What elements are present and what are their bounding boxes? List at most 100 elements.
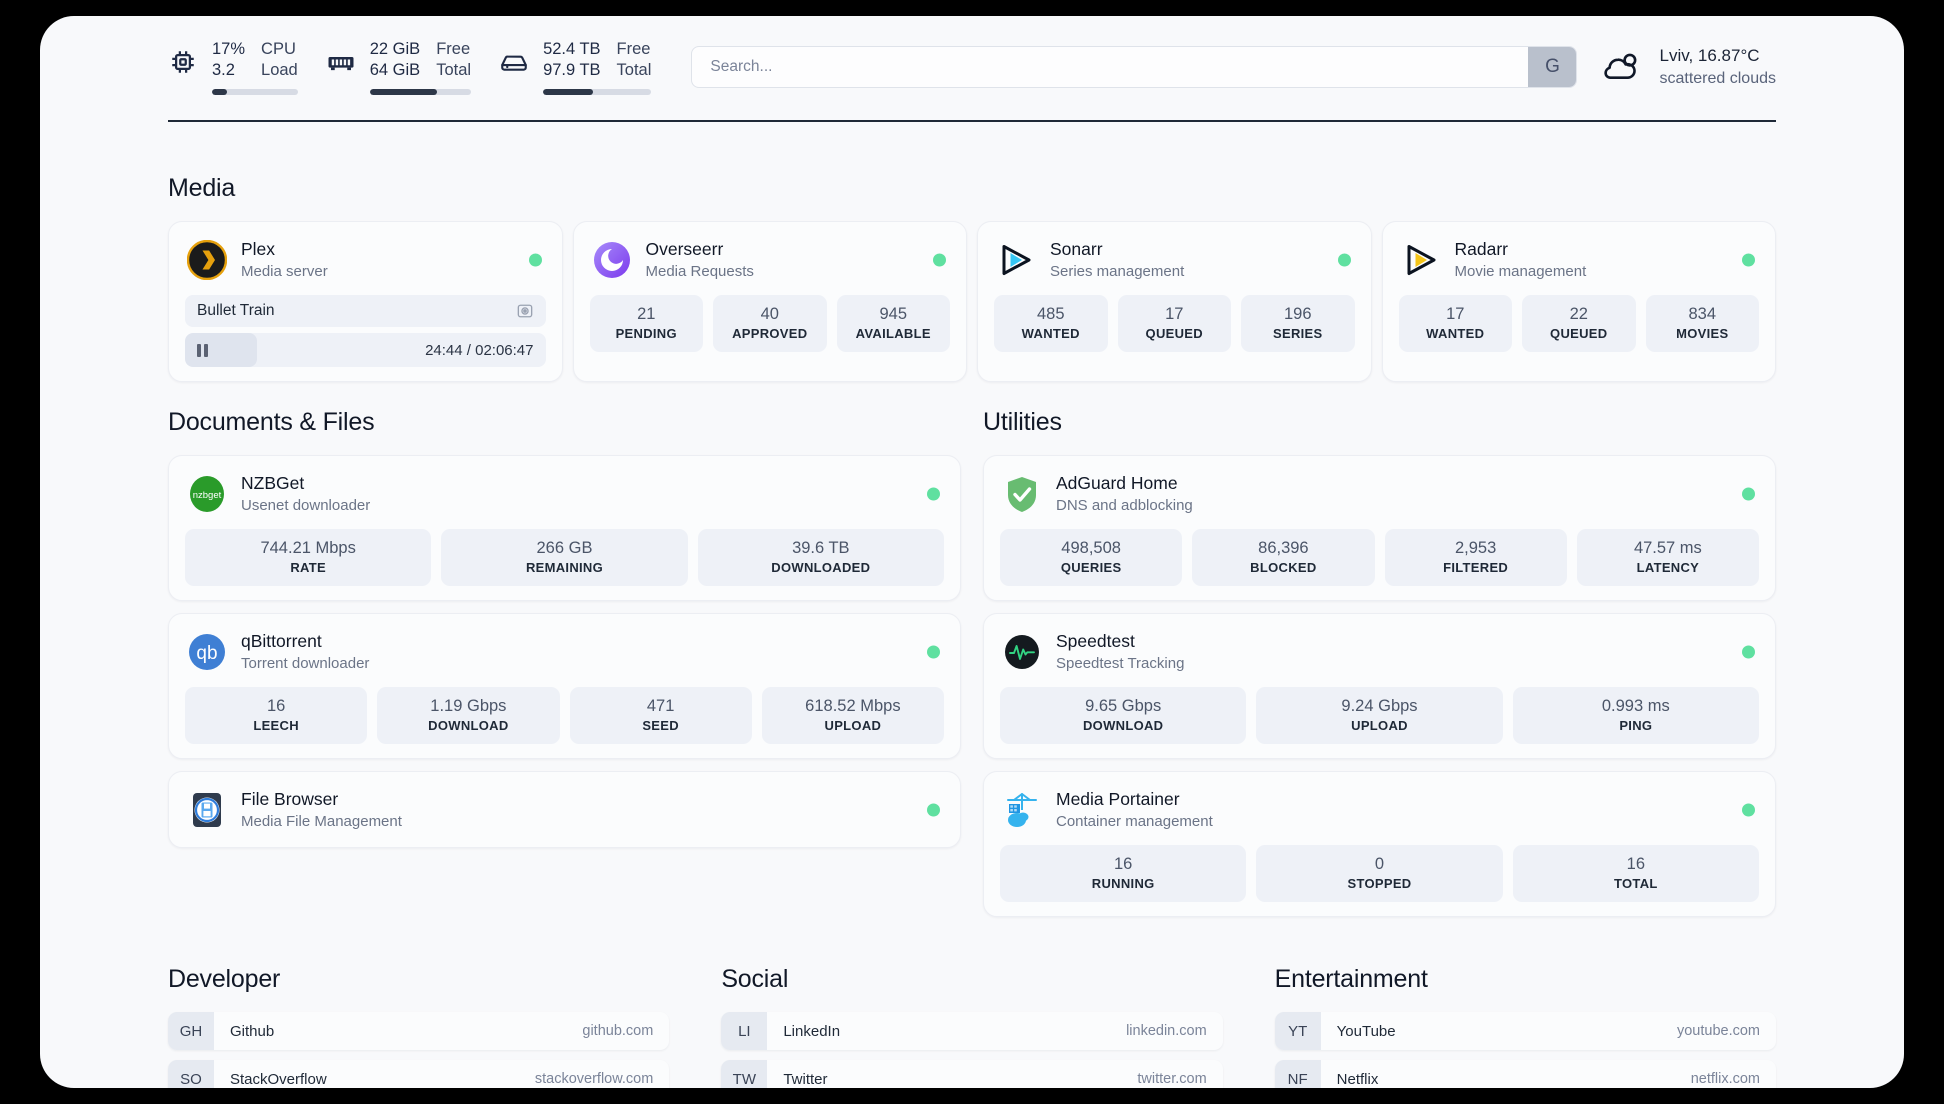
bookmark-badge: NF [1274,1060,1321,1088]
weather-location-temp: Lviv, 16.87°C [1659,46,1760,65]
stat-key: LATENCY [1636,560,1700,575]
bookmark-item-linkedin[interactable]: LI LinkedIn linkedin.com [721,1012,1223,1050]
card-title: Radarr [1454,239,1509,259]
card-subtitle: Container management [1056,813,1213,830]
stat-cell: 17 QUEUED [1117,295,1231,352]
plex-progress-bar[interactable]: 24:44 / 02:06:47 [185,333,546,367]
service-card-media-portainer[interactable]: Media Portainer Container management 16 … [983,771,1776,917]
status-badge [927,803,940,816]
system-stat-disk: 52.4 TB 97.9 TB Free Total [499,39,652,95]
bookmark-item-youtube[interactable]: YT YouTube youtube.com [1274,1012,1776,1050]
card-stats: 17 WANTED 22 QUEUED 834 MOVIES [1398,295,1759,352]
plex-icon [187,239,227,280]
cloud-icon [1603,47,1643,87]
documents-section: Documents & Files nzbget [168,408,961,917]
stat-value: 945 [879,305,908,323]
service-card-file-browser[interactable]: File Browser Media File Management [168,771,961,848]
stat-value: 9.24 Gbps [1341,697,1418,715]
portainer-icon [1002,790,1042,830]
stat-cell: 17 WANTED [1398,295,1512,352]
bookmark-group-entertainment: Entertainment YT YouTube youtube.com NF … [1274,965,1776,1088]
stat-value: 485 [1036,305,1065,323]
status-badge [1742,487,1755,500]
card-subtitle: Media File Management [241,813,402,830]
stat-key: QUEUED [1550,326,1608,341]
bookmark-group-title: Social [721,965,789,993]
nzbget-icon: nzbget [187,474,227,514]
stat-key: SERIES [1273,326,1323,341]
stat-key: UPLOAD [824,718,882,733]
stat-value: 834 [1688,305,1717,323]
stat-cell: 1.19 Gbps DOWNLOAD [377,687,560,744]
status-badge [933,253,946,266]
stat-cell: 196 SERIES [1241,295,1355,352]
card-subtitle: Speedtest Tracking [1056,655,1185,672]
service-card-radarr[interactable]: Radarr Movie management 17 WANTED 22 QUE… [1381,221,1776,382]
card-title: NZBGet [241,473,305,493]
stat-key: RATE [290,560,326,575]
bookmark-badge: TW [721,1060,768,1088]
card-subtitle: DNS and adblocking [1056,497,1193,514]
search-bar[interactable]: G [691,46,1578,88]
filebrowser-icon [187,790,227,830]
stat-key: QUERIES [1060,560,1122,575]
bookmark-list: LI LinkedIn linkedin.com TW Twitter twit… [721,1012,1223,1088]
svg-text:nzbget: nzbget [193,490,222,501]
disk-value-total: 97.9 TB [543,61,601,79]
stat-value: 0.993 ms [1601,697,1670,715]
stat-cell: 0 STOPPED [1256,845,1503,902]
documents-card-list: nzbget NZBGet Usenet downloader 74 [168,455,961,848]
service-card-plex[interactable]: Plex Media server Bullet Train [168,221,563,382]
service-card-adguard-home[interactable]: AdGuard Home DNS and adblocking 498,508 … [983,455,1776,601]
stat-cell: 22 QUEUED [1522,295,1636,352]
service-card-qbittorrent[interactable]: qb qBittorrent Torrent downloader [168,613,961,759]
bookmark-item-github[interactable]: GH Github github.com [168,1012,670,1050]
disk-value-free: 52.4 TB [543,40,601,58]
stat-key: REMAINING [525,560,604,575]
stat-value: 17 [1446,305,1465,323]
service-card-overseerr[interactable]: Overseerr Media Requests 21 PENDING 40 A… [572,221,967,382]
bookmark-url: twitter.com [1137,1071,1207,1087]
documents-section-title: Documents & Files [168,408,375,436]
search-submit-button[interactable]: G [1528,47,1577,87]
stat-value: 471 [646,697,675,715]
bookmark-item-stackoverflow[interactable]: SO StackOverflow stackoverflow.com [168,1060,670,1088]
stat-value: 266 GB [536,539,593,557]
stat-key: PING [1619,718,1653,733]
service-card-nzbget[interactable]: nzbget NZBGet Usenet downloader 74 [168,455,961,601]
stat-cell: 498,508 QUERIES [1000,529,1183,586]
stat-cell: 16 TOTAL [1512,845,1759,902]
status-badge [1337,253,1351,266]
cast-icon[interactable] [516,302,534,320]
stat-cell: 618.52 Mbps UPLOAD [761,687,944,744]
stat-cell: 471 SEED [569,687,752,744]
stat-value: 744.21 Mbps [260,539,356,557]
bookmark-item-netflix[interactable]: NF Netflix netflix.com [1274,1060,1776,1088]
stat-value: 39.6 TB [792,539,850,557]
stat-cell: 9.65 Gbps DOWNLOAD [1000,687,1247,744]
stat-key: AVAILABLE [855,326,931,341]
status-badge [1742,803,1755,816]
header-divider [168,120,1776,122]
service-card-speedtest[interactable]: Speedtest Speedtest Tracking 9.65 Gbps D… [983,613,1776,759]
card-title: Sonarr [1050,239,1103,259]
weather-widget: Lviv, 16.87°C scattered clouds [1603,45,1776,89]
memory-value-total: 64 GiB [369,61,421,79]
status-badge [927,487,940,500]
bookmark-url: youtube.com [1676,1023,1760,1039]
card-subtitle: Torrent downloader [241,655,370,672]
disk-label-line2: Total [616,61,652,79]
memory-label-line2: Total [436,61,472,79]
stat-key: BLOCKED [1250,560,1317,575]
pause-icon[interactable] [197,343,208,357]
cpu-icon [168,47,198,77]
stat-key: APPROVED [732,326,808,341]
search-input[interactable] [692,47,1529,87]
bookmark-item-twitter[interactable]: TW Twitter twitter.com [721,1060,1223,1088]
speedtest-icon [1002,632,1042,672]
utilities-section-title: Utilities [983,408,1062,436]
cpu-usage-bar-fill [212,89,227,95]
stat-key: TOTAL [1614,876,1658,891]
card-header: Sonarr Series management [994,236,1355,283]
service-card-sonarr[interactable]: Sonarr Series management 485 WANTED 17 Q… [977,221,1372,382]
